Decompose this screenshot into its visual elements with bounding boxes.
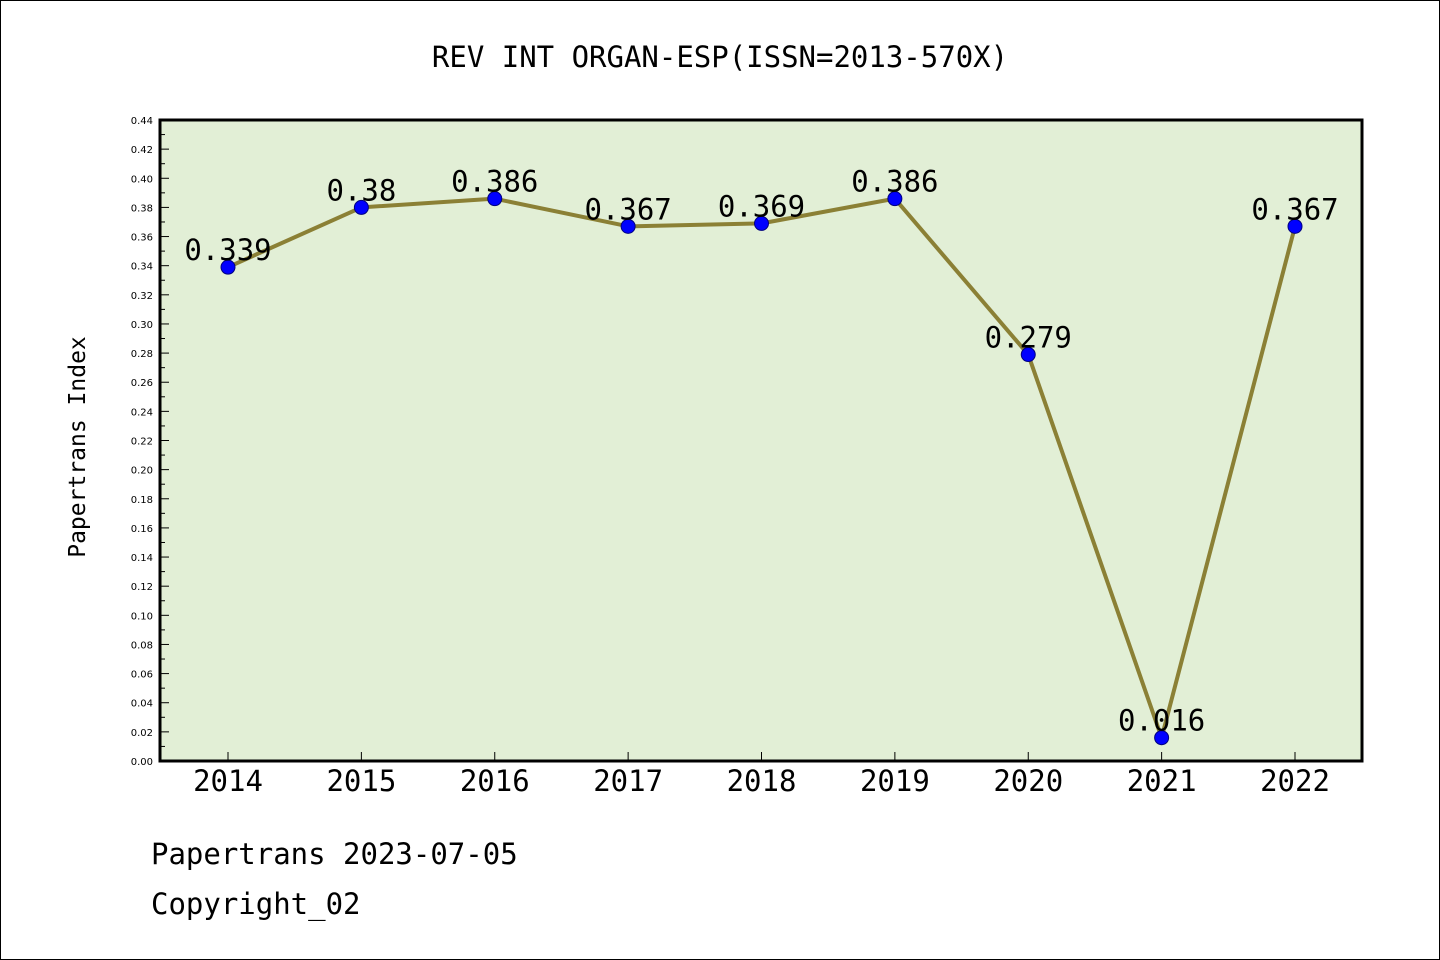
y-tick-label: 0.16 [131,524,153,535]
data-label: 0.386 [851,165,938,199]
data-label: 0.367 [584,192,671,226]
chart-title: REV INT ORGAN-ESP(ISSN=2013-570X) [432,40,1008,74]
data-label: 0.016 [1118,704,1205,738]
y-tick-label: 0.36 [131,233,153,244]
y-tick-label: 0.14 [131,553,153,564]
y-tick-label: 0.40 [131,174,153,185]
data-point-marker [220,259,236,275]
y-tick-label: 0.42 [131,145,153,156]
y-tick-label: 0.04 [131,699,153,710]
data-label: 0.367 [1251,192,1338,226]
data-point-marker [1154,730,1170,746]
x-tick-label: 2019 [860,764,930,798]
data-point-marker [1020,347,1036,363]
y-tick-label: 0.08 [131,640,153,651]
footer-copyright-text: Copyright_02 [151,887,361,921]
x-tick-label: 2014 [193,764,263,798]
y-tick-label: 0.02 [131,728,153,739]
y-axis-label: Papertrans Index [65,336,91,558]
y-tick-label: 0.32 [131,291,153,302]
x-tick-label: 2016 [460,764,530,798]
y-tick-label: 0.26 [131,378,153,389]
x-tick-label: 2020 [993,764,1063,798]
data-point-marker [353,199,369,215]
data-label: 0.279 [985,321,1072,355]
data-point-marker [754,215,769,231]
data-label: 0.369 [718,189,805,223]
y-tick-label: 0.34 [131,262,153,273]
data-label: 0.38 [326,173,396,207]
data-point-marker [1287,218,1303,234]
x-tick-label: 2017 [593,764,663,798]
y-tick-label: 0.38 [131,203,153,214]
y-tick-label: 0.20 [131,466,153,477]
data-label: 0.386 [451,165,538,199]
data-label: 0.339 [184,233,271,267]
data-point-marker [887,191,903,207]
x-axis: 2014 2015 2016 2017 2018 2019 2020 2021 2022 [193,752,1330,798]
y-axis: 0.00 0.02 0.04 0.06 0.08 0.10 0.12 0.14 0.16 0.18… [131,116,169,768]
data-point-marker [487,191,503,207]
y-tick-label: 0.44 [131,116,153,127]
x-tick-label: 2022 [1260,764,1330,798]
y-tick-label: 0.24 [131,407,153,418]
x-tick-label: 2015 [326,764,396,798]
y-tick-label: 0.18 [131,495,153,506]
y-tick-label: 0.10 [131,611,153,622]
data-point-marker [620,218,636,234]
series-layer: 0.339 0.38 0.386 0.367 0.369 0.386 0.279 0.016 0… [184,165,1339,746]
x-tick-label: 2021 [1127,764,1197,798]
y-tick-label: 0.22 [131,437,153,448]
footer-date-text: Papertrans 2023-07-05 [151,837,518,871]
y-tick-label: 0.06 [131,670,153,681]
y-tick-label: 0.30 [131,320,153,331]
y-tick-label: 0.28 [131,349,153,360]
x-tick-label: 2018 [727,764,797,798]
y-tick-label: 0.12 [131,582,153,593]
y-tick-label: 0.00 [131,757,153,768]
